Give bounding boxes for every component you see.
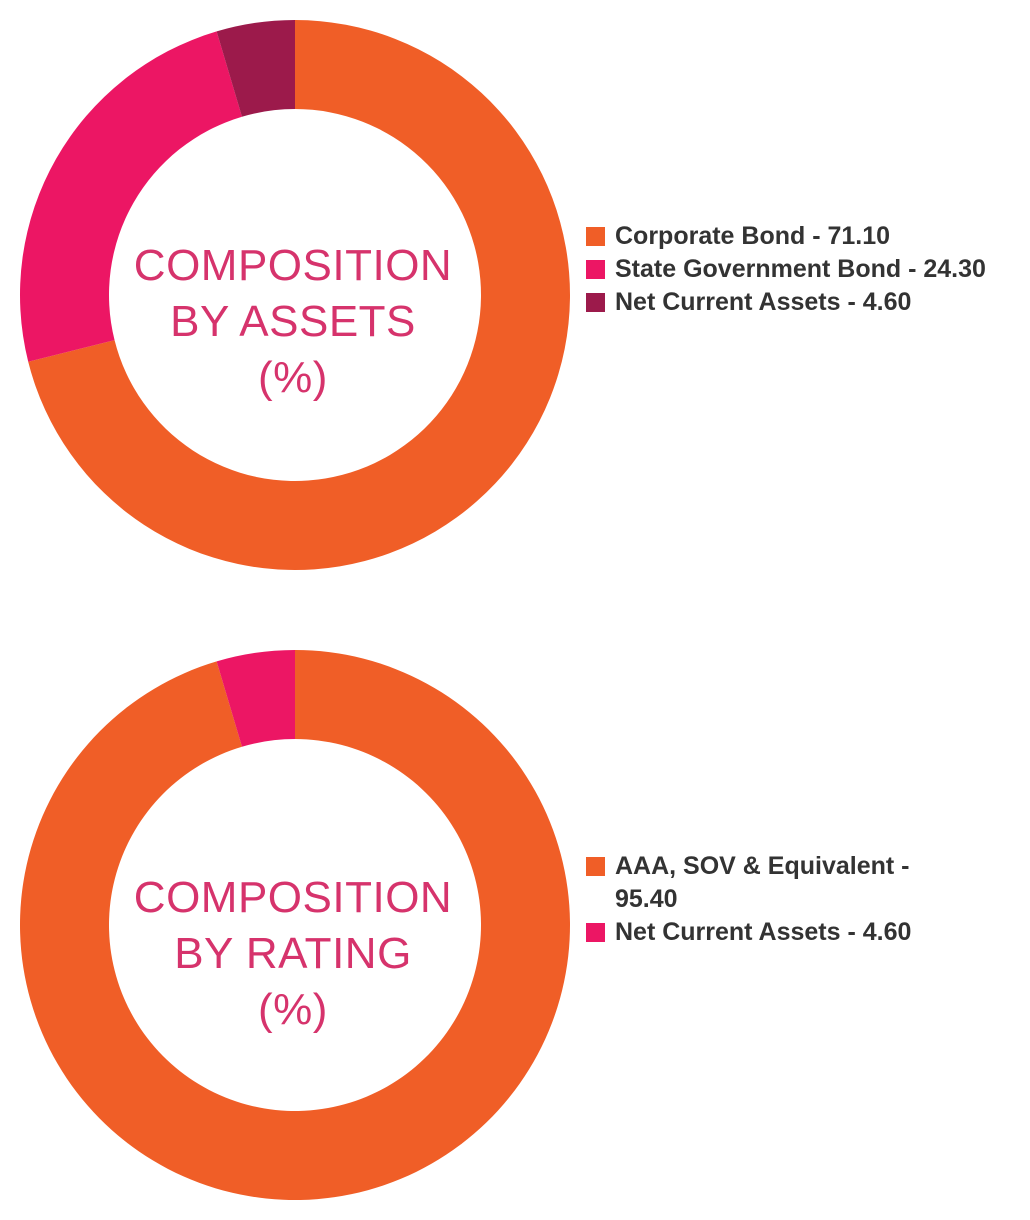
legend-swatch xyxy=(586,260,605,279)
legend-label: Corporate Bond - 71.10 xyxy=(615,222,891,250)
legend-label: AAA, SOV & Equivalent - 95.40 xyxy=(615,852,910,913)
legend-swatch xyxy=(586,923,605,942)
slice-corporate-bond xyxy=(28,20,570,570)
legend-item-aaa-sov-equivalent: AAA, SOV & Equivalent - 95.40 xyxy=(586,850,946,916)
legend-item-net-current-assets: Net Current Assets - 4.60 xyxy=(586,286,1026,319)
legend-item-state-government-bond: State Government Bond - 24.30 xyxy=(586,253,1026,286)
legend-rating: AAA, SOV & Equivalent - 95.40 Net Curren… xyxy=(586,850,946,949)
legend-label: State Government Bond - 24.30 xyxy=(615,255,986,283)
legend-label: Net Current Assets - 4.60 xyxy=(615,288,912,316)
title-line: COMPOSITION xyxy=(133,873,453,922)
slice-net-current-assets xyxy=(216,650,295,747)
legend-item-net-current-assets: Net Current Assets - 4.60 xyxy=(586,916,946,949)
chart-composition-by-assets: COMPOSITION BY ASSETS (%) Corporate Bond… xyxy=(0,0,1030,590)
legend-label: Net Current Assets - 4.60 xyxy=(615,918,912,946)
title-line: (%) xyxy=(258,353,328,402)
slice-aaa-sov-equivalent xyxy=(20,650,571,1200)
legend-swatch xyxy=(586,227,605,246)
title-line: BY RATING xyxy=(174,929,412,978)
chart-composition-by-rating: COMPOSITION BY RATING (%) AAA, SOV & Equ… xyxy=(0,630,1030,1220)
title-line: COMPOSITION xyxy=(133,241,453,290)
title-line: BY ASSETS xyxy=(170,297,416,346)
donut-chart-rating xyxy=(20,650,571,1200)
slice-net-current-assets xyxy=(216,20,295,117)
title-line: (%) xyxy=(258,985,328,1034)
chart-title-assets: COMPOSITION BY ASSETS (%) xyxy=(93,238,493,406)
donut-chart-assets xyxy=(20,20,570,570)
legend-swatch xyxy=(586,293,605,312)
slice-state-government-bond xyxy=(20,31,242,362)
chart-title-rating: COMPOSITION BY RATING (%) xyxy=(93,870,493,1038)
legend-assets: Corporate Bond - 71.10 State Government … xyxy=(586,220,1026,319)
legend-item-corporate-bond: Corporate Bond - 71.10 xyxy=(586,220,1026,253)
legend-swatch xyxy=(586,857,605,876)
